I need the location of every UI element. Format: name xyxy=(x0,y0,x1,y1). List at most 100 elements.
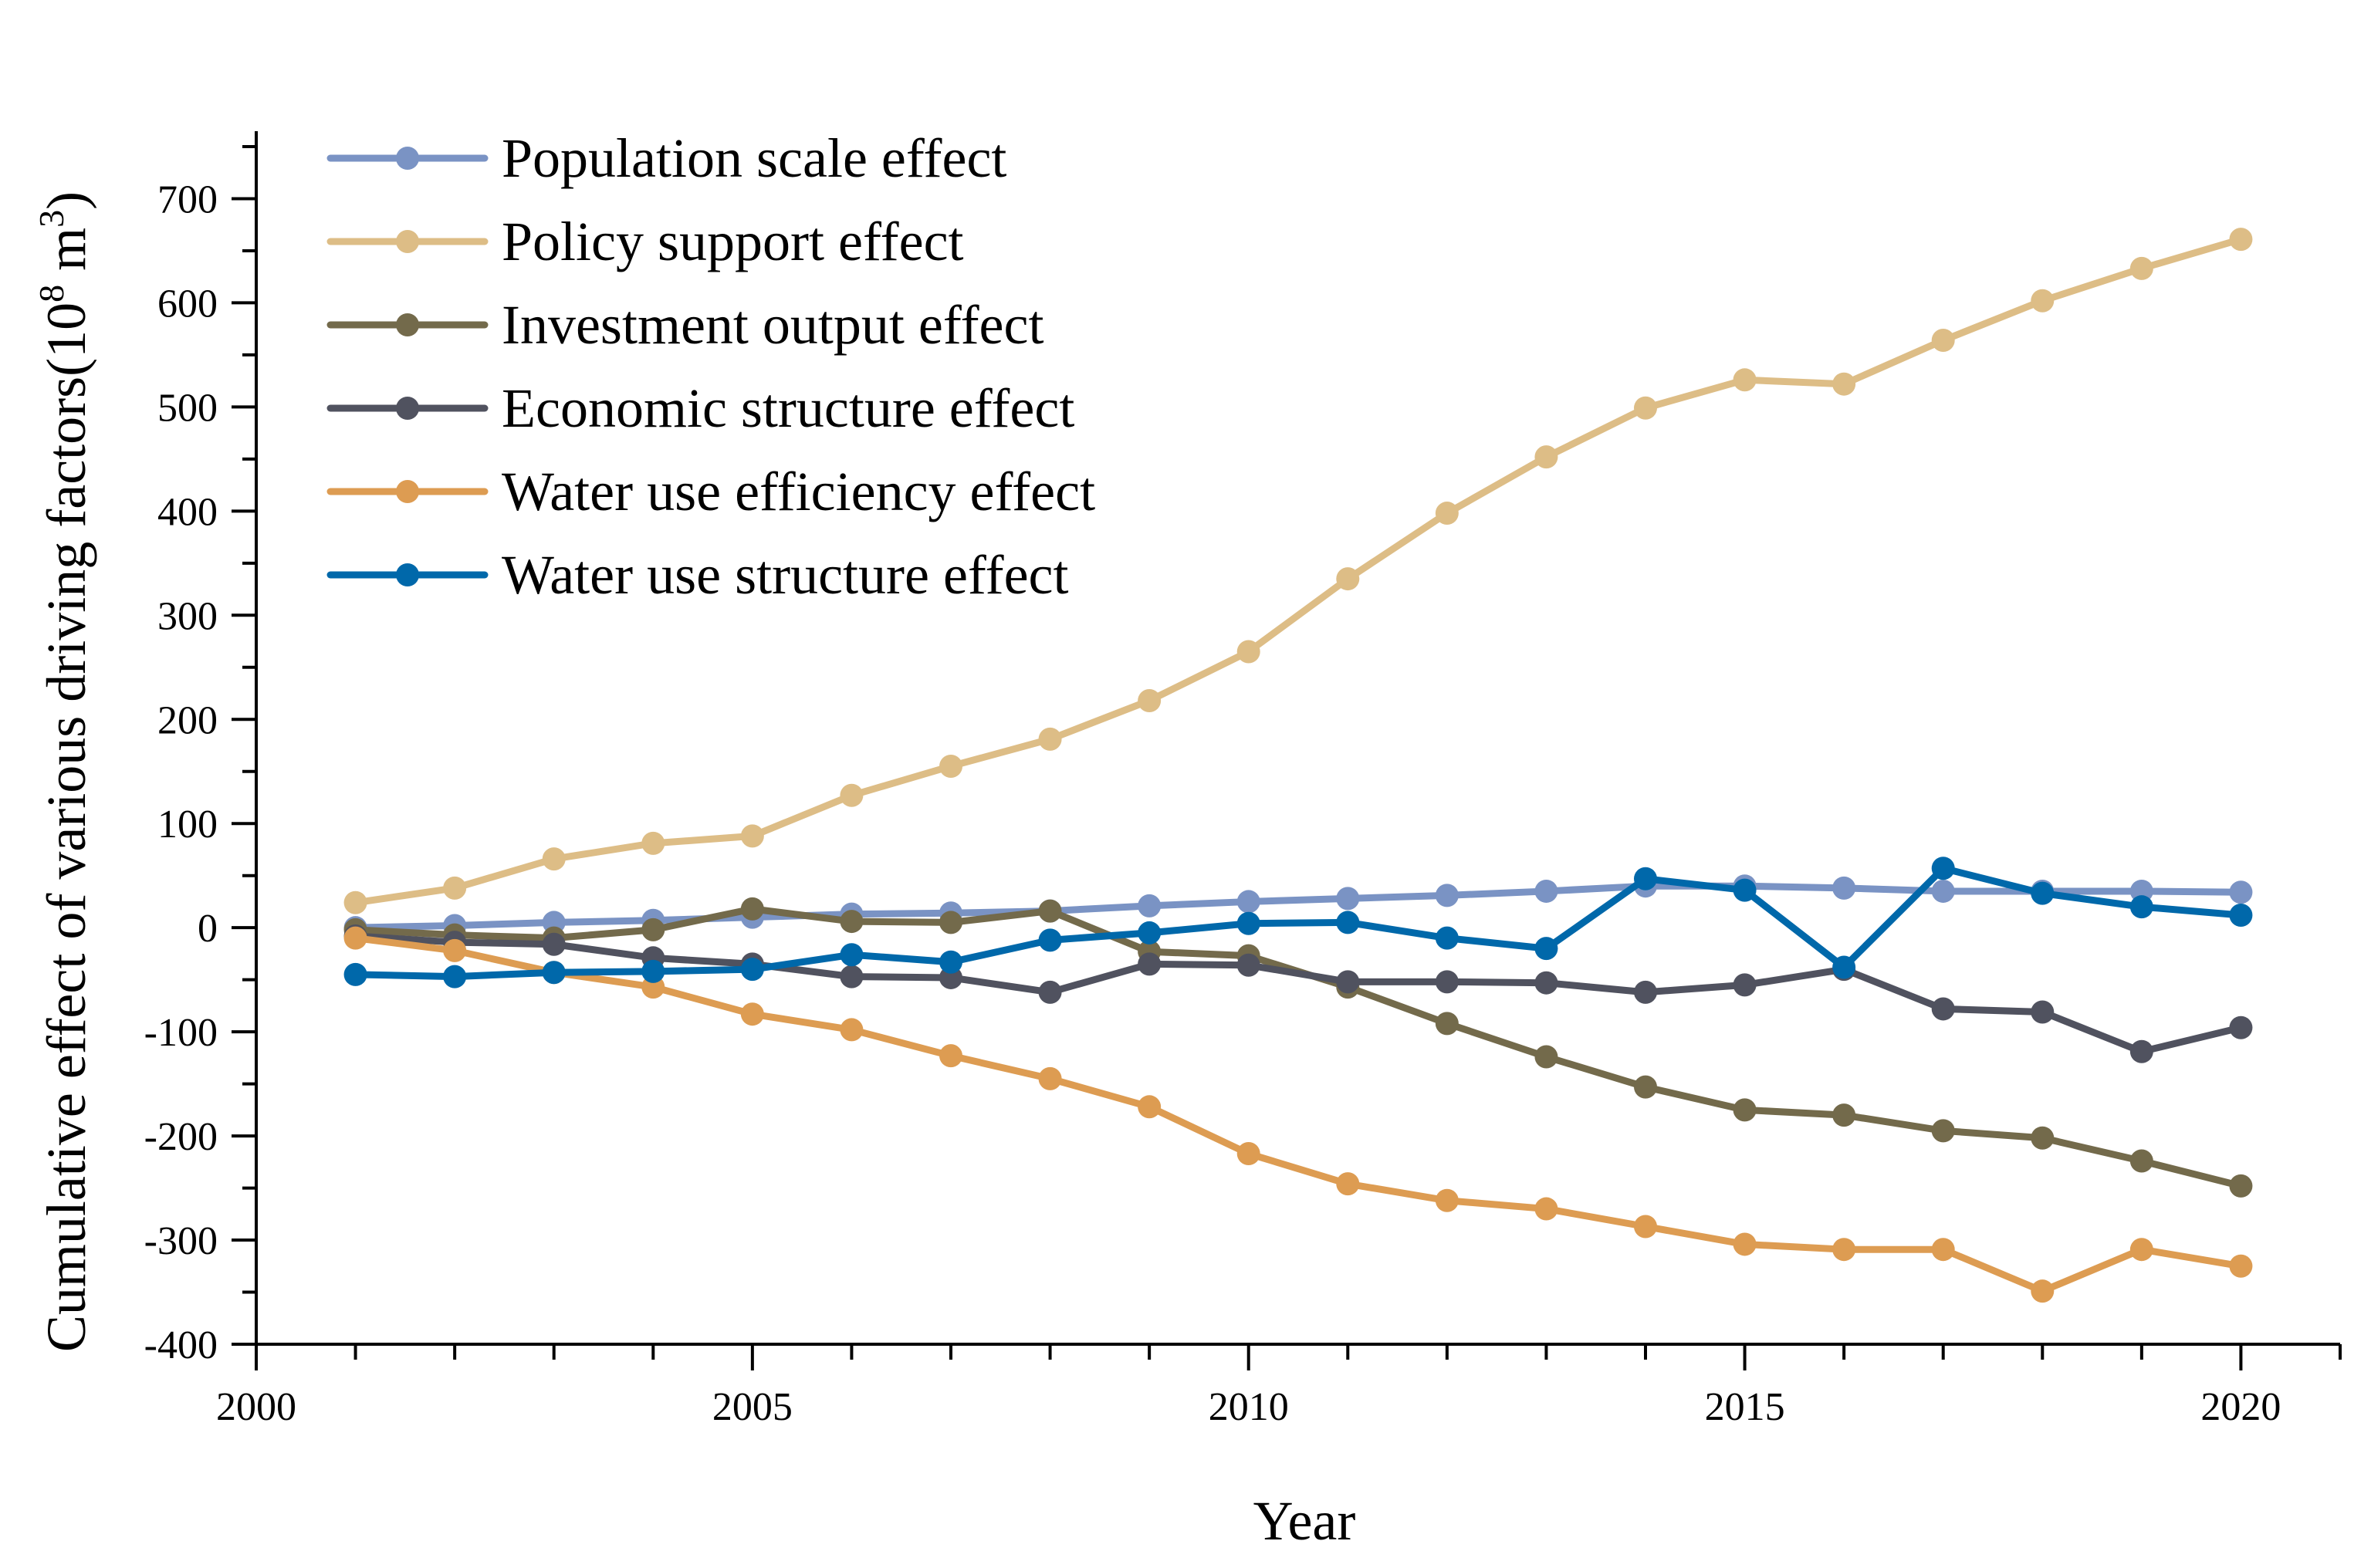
series-policy-support-effect xyxy=(343,228,2253,914)
data-point xyxy=(2031,1126,2055,1150)
data-point xyxy=(1931,879,1955,903)
legend-item: Water use structure effect xyxy=(326,544,1068,606)
data-point xyxy=(1138,921,1162,945)
data-point xyxy=(2229,1174,2253,1198)
data-point xyxy=(1534,879,1558,903)
data-point xyxy=(542,847,566,871)
legend-swatch-marker xyxy=(396,313,419,336)
y-axis-title-sup1: 8 xyxy=(32,285,71,302)
data-point xyxy=(2129,1039,2153,1063)
data-point xyxy=(2129,256,2153,280)
data-point xyxy=(939,911,962,934)
data-point xyxy=(542,961,566,985)
x-tick-label: 2015 xyxy=(1705,1385,1785,1429)
x-tick-label: 2005 xyxy=(712,1385,793,1429)
legend-item: Economic structure effect xyxy=(326,377,1074,439)
legend-label: Economic structure effect xyxy=(502,377,1074,439)
y-tick-label: 300 xyxy=(157,594,218,638)
data-point xyxy=(1236,640,1260,664)
y-tick-label: 100 xyxy=(157,803,218,847)
data-point xyxy=(641,917,665,941)
x-axis-title: Year xyxy=(1253,1490,1356,1552)
series-economic-structure-effect xyxy=(343,924,2253,1063)
series-layer xyxy=(343,228,2253,1303)
series-line xyxy=(355,934,2242,1295)
series-investment-output-effect xyxy=(343,897,2253,1198)
data-point xyxy=(2129,895,2153,919)
legend-swatch-marker xyxy=(396,147,419,170)
legend-label: Population scale effect xyxy=(502,127,1006,189)
data-point xyxy=(1534,971,1558,995)
data-point xyxy=(2129,1149,2153,1173)
data-point xyxy=(1634,396,1657,420)
y-tick-label: -400 xyxy=(144,1323,218,1367)
data-point xyxy=(1236,1142,1260,1166)
x-tick-label: 2020 xyxy=(2200,1385,2281,1429)
data-point xyxy=(1634,1075,1657,1099)
data-point xyxy=(1733,1232,1757,1256)
data-point xyxy=(1038,928,1062,952)
data-point xyxy=(1138,688,1162,712)
legend: Population scale effect Policy support ef… xyxy=(326,127,1095,606)
data-point xyxy=(1733,368,1757,392)
data-point xyxy=(443,876,467,900)
data-point xyxy=(1435,1188,1459,1212)
data-point xyxy=(2229,1254,2253,1278)
data-point xyxy=(641,959,665,983)
y-axis-title-mid: m xyxy=(36,228,97,285)
series-line xyxy=(355,882,2241,931)
y-axis-title-end: ) xyxy=(36,191,97,210)
data-point xyxy=(1634,867,1657,890)
data-point xyxy=(939,950,962,974)
data-point xyxy=(1931,1238,1955,1262)
data-point xyxy=(1832,876,1856,900)
legend-label: Policy support effect xyxy=(502,211,964,272)
data-point xyxy=(1038,1066,1062,1090)
data-point xyxy=(1634,1215,1657,1239)
data-point xyxy=(2229,903,2253,927)
series-line xyxy=(355,905,2242,1190)
data-point xyxy=(740,958,764,982)
data-point xyxy=(1931,329,1955,353)
series-water-use-structure-effect xyxy=(343,857,2253,988)
data-point xyxy=(1832,1103,1856,1127)
data-point xyxy=(1435,926,1459,950)
y-tick-label: -300 xyxy=(144,1219,218,1263)
data-point xyxy=(1733,878,1757,902)
data-point xyxy=(1832,372,1856,396)
data-point xyxy=(2031,881,2055,905)
legend-swatch-marker xyxy=(396,563,419,586)
data-point xyxy=(1534,1045,1558,1069)
data-point xyxy=(443,938,467,962)
data-point xyxy=(1931,1119,1955,1143)
data-point xyxy=(1038,980,1062,1004)
data-point xyxy=(1832,955,1856,979)
series-line xyxy=(355,864,2241,981)
series-water-use-efficiency-effect xyxy=(343,926,2253,1303)
axes: -400 -300 -200 -100 0 100 200 300 400 500 600 700 2… xyxy=(144,131,2342,1429)
legend-item: Investment output effect xyxy=(326,294,1043,356)
series-line xyxy=(355,932,2242,1056)
data-point xyxy=(1435,502,1459,525)
y-tick-label: -100 xyxy=(144,1011,218,1055)
data-point xyxy=(1336,887,1360,911)
legend-swatch-marker xyxy=(396,230,419,253)
data-point xyxy=(939,1044,962,1068)
data-point xyxy=(840,783,864,807)
data-point xyxy=(2031,1279,2055,1303)
data-point xyxy=(740,897,764,921)
y-axis-title-sup2: 3 xyxy=(32,210,71,228)
y-axis-title-main: Cumulative effect of various driving fac… xyxy=(36,302,97,1352)
data-point xyxy=(939,754,962,778)
legend-label: Water use structure effect xyxy=(502,544,1068,606)
legend-swatch-marker xyxy=(396,397,419,420)
legend-item: Population scale effect xyxy=(326,127,1006,189)
y-tick-label: 600 xyxy=(157,282,218,326)
data-point xyxy=(343,890,367,914)
data-point xyxy=(840,1018,864,1042)
data-point xyxy=(1336,970,1360,994)
y-tick-label: 200 xyxy=(157,698,218,742)
x-tick-label: 2000 xyxy=(216,1385,296,1429)
data-point xyxy=(740,824,764,848)
data-point xyxy=(2229,880,2253,904)
